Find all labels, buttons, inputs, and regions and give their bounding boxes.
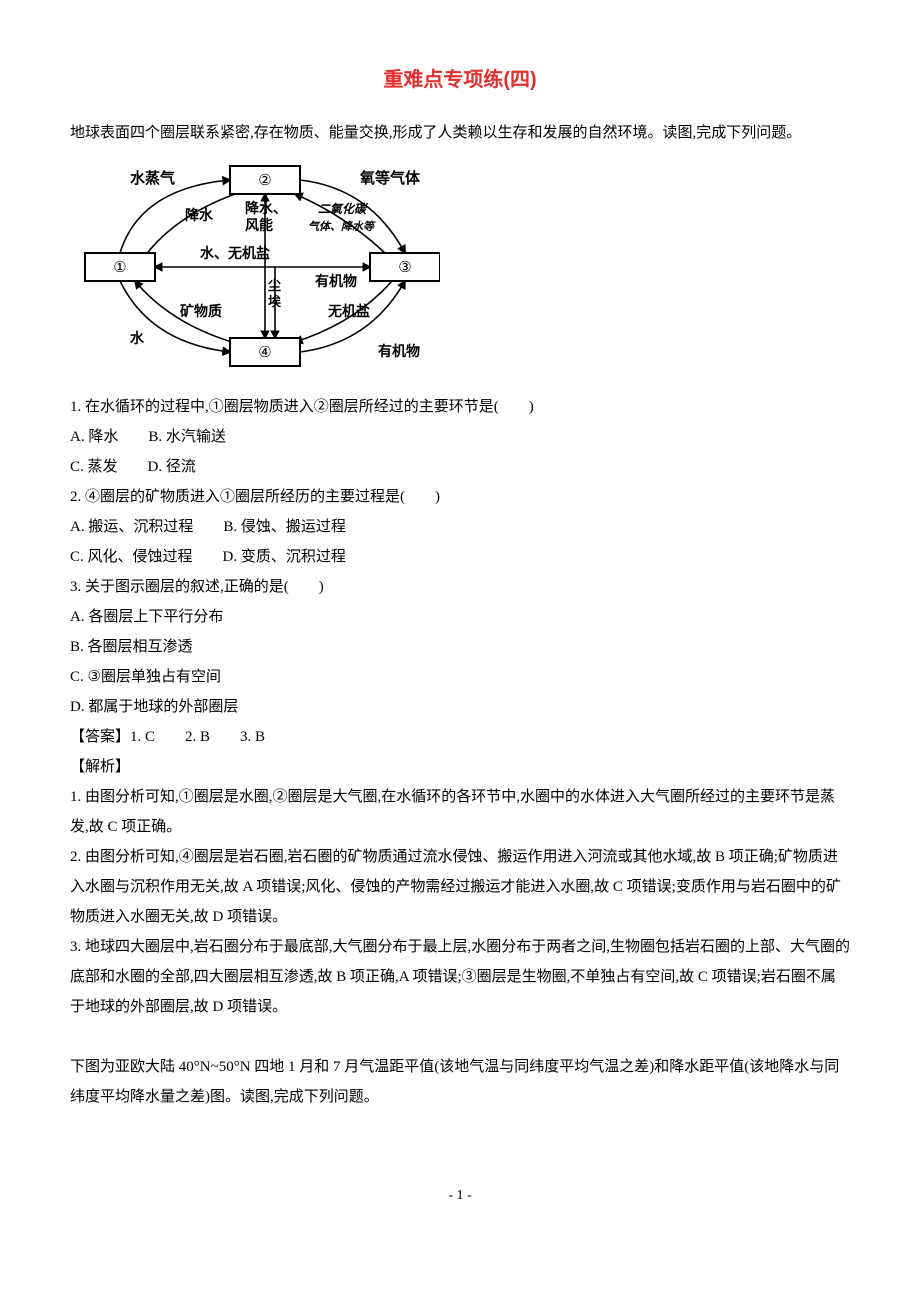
explain-2: 2. 由图分析可知,④圈层是岩石圈,岩石圈的矿物质通过流水侵蚀、搬运作用进入河流… <box>70 842 850 932</box>
sphere-diagram: ① ② ③ ④ 水蒸气 氧等气体降水 降水、风能 二氧化碳气体、降水等水、无机盐有机物 尘埃矿物… <box>70 158 850 378</box>
svg-text:气体、降水等: 气体、降水等 <box>308 220 376 233</box>
svg-text:④: ④ <box>258 344 271 361</box>
q1-stem: 1. 在水循环的过程中,①圈层物质进入②圈层所经过的主要环节是( ) <box>70 392 850 422</box>
svg-text:水: 水 <box>130 330 145 346</box>
q1-options-2: C. 蒸发 D. 径流 <box>70 452 850 482</box>
svg-text:水蒸气: 水蒸气 <box>130 169 175 187</box>
explain-1: 1. 由图分析可知,①圈层是水圈,②圈层是大气圈,在水循环的各环节中,水圈中的水… <box>70 782 850 842</box>
explain-heading: 【解析】 <box>70 752 850 782</box>
q3-opt-a: A. 各圈层上下平行分布 <box>70 602 850 632</box>
svg-text:有机物: 有机物 <box>315 273 357 289</box>
svg-text:风能: 风能 <box>245 217 273 233</box>
page-title: 重难点专项练(四) <box>70 60 850 100</box>
svg-text:①: ① <box>113 259 126 276</box>
diagram-svg: ① ② ③ ④ 水蒸气 氧等气体降水 降水、风能 二氧化碳气体、降水等水、无机盐有机物 尘埃矿物… <box>70 158 440 378</box>
next-question-intro: 下图为亚欧大陆 40°N~50°N 四地 1 月和 7 月气温距平值(该地气温与… <box>70 1052 850 1112</box>
q2-options-1: A. 搬运、沉积过程 B. 侵蚀、搬运过程 <box>70 512 850 542</box>
svg-text:无机盐: 无机盐 <box>327 303 370 319</box>
svg-text:降水、: 降水、 <box>245 200 287 216</box>
q3-opt-c: C. ③圈层单独占有空间 <box>70 662 850 692</box>
page-number: - 1 - <box>70 1182 850 1210</box>
svg-text:氧等气体: 氧等气体 <box>359 169 421 187</box>
q3-stem: 3. 关于图示圈层的叙述,正确的是( ) <box>70 572 850 602</box>
q2-options-2: C. 风化、侵蚀过程 D. 变质、沉积过程 <box>70 542 850 572</box>
svg-text:埃: 埃 <box>268 294 282 309</box>
svg-text:矿物质: 矿物质 <box>180 303 222 319</box>
q3-opt-b: B. 各圈层相互渗透 <box>70 632 850 662</box>
answer-line: 【答案】1. C 2. B 3. B <box>70 722 850 752</box>
svg-text:②: ② <box>258 172 271 189</box>
svg-text:③: ③ <box>398 259 411 276</box>
svg-text:有机物: 有机物 <box>378 343 420 359</box>
intro-text: 地球表面四个圈层联系紧密,存在物质、能量交换,形成了人类赖以生存和发展的自然环境… <box>70 118 850 148</box>
q2-stem: 2. ④圈层的矿物质进入①圈层所经历的主要过程是( ) <box>70 482 850 512</box>
svg-text:二氧化碳: 二氧化碳 <box>318 202 368 216</box>
svg-text:尘: 尘 <box>268 278 281 293</box>
q3-opt-d: D. 都属于地球的外部圈层 <box>70 692 850 722</box>
svg-text:水、无机盐: 水、无机盐 <box>200 245 270 261</box>
svg-text:降水: 降水 <box>185 207 214 223</box>
explain-3: 3. 地球四大圈层中,岩石圈分布于最底部,大气圈分布于最上层,水圈分布于两者之间… <box>70 932 850 1022</box>
q1-options-1: A. 降水 B. 水汽输送 <box>70 422 850 452</box>
